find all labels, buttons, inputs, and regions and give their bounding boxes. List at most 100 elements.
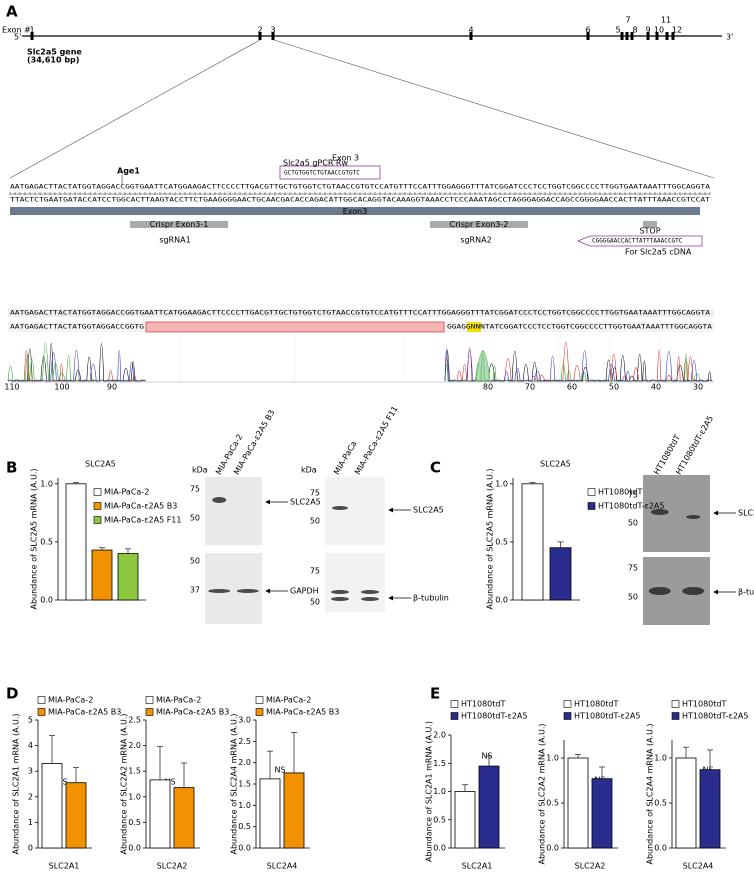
trace-tick: 90 [107, 383, 117, 392]
y-tick-label: 0.0 [238, 844, 251, 853]
x-axis-label: SLC2A1 [49, 862, 80, 871]
deletion-box [145, 321, 445, 333]
panel-label: B [6, 459, 17, 477]
bar [675, 757, 697, 849]
legend-label: HT1080tdT [682, 700, 726, 709]
trace-tick: 80 [483, 383, 493, 392]
y-tick-label: 1.5 [128, 767, 141, 776]
exon [646, 32, 650, 40]
y-tick-label: 0.5 [495, 537, 508, 546]
crispr-label: Crispr Exon3-2 [450, 220, 509, 229]
crispr-box [130, 221, 228, 228]
stop-box [643, 221, 657, 228]
y-tick-label: 0.0 [40, 596, 53, 605]
bar [454, 791, 476, 849]
trace-tick: 100 [54, 383, 69, 392]
nnn-highlight [467, 322, 481, 332]
stop-label: STOP [639, 227, 660, 236]
trace-tick: 50 [609, 383, 619, 392]
y-tick-label: 0.0 [546, 844, 559, 853]
marker-label: 50 [628, 593, 638, 602]
exon-bar [10, 207, 700, 215]
legend-label: MIA-PaCa-2 [48, 696, 93, 705]
panel-label: D [6, 685, 18, 703]
bar [117, 553, 139, 601]
trace-tick: 30 [693, 383, 703, 392]
marker-label: 50 [310, 598, 320, 607]
exon [671, 32, 675, 40]
x-axis-label: SLC2A4 [267, 862, 298, 871]
five-prime: 5' [14, 33, 21, 42]
y-tick-label: 1.0 [238, 801, 251, 810]
y-axis-label: Abundance of SLC2A1 mRNA (A.U.) [12, 713, 21, 854]
bar [149, 779, 171, 849]
y-tick-label: 3 [28, 767, 33, 776]
y-tick-label: 0.5 [433, 815, 446, 824]
trace [7, 349, 147, 382]
target-label: β-tubulin [413, 594, 449, 603]
y-tick-label: 2.0 [433, 731, 446, 740]
y-axis-label: Abundance of SLC2A5 mRNA (A.U.) [486, 468, 495, 609]
target-label: SLC2A5 [290, 498, 321, 507]
exon-number: 7 [625, 16, 630, 25]
legend-swatch [671, 700, 680, 708]
exon-number: 8 [632, 26, 637, 35]
chart-title: SLC2A5 [85, 460, 116, 469]
y-tick-label: 0.5 [128, 818, 141, 827]
primer-label: Slc2a5 gPCR Rw [283, 159, 348, 168]
y-axis-label: Abundance of SLC2A5 mRNA (A.U.) [30, 468, 39, 609]
legend-swatch [37, 708, 46, 716]
x-axis-label: SLC2A2 [157, 862, 188, 871]
y-tick-label: 1.0 [495, 479, 508, 488]
sgrna-label: sgRNA2 [460, 236, 491, 245]
y-tick-label: 1.0 [128, 792, 141, 801]
panel-label: E [430, 685, 440, 703]
trace-tick: 40 [651, 383, 661, 392]
band [208, 589, 231, 593]
seq-edited: AATGAGACTTACTATGGTAGGACCGGTG [10, 324, 144, 331]
target-label: SLC2A5 [413, 506, 444, 515]
legend-swatch [450, 712, 459, 720]
marker-label: 50 [628, 519, 638, 528]
y-tick-label: 1 [28, 818, 33, 827]
y-tick-label: 0.5 [238, 822, 251, 831]
y-tick-label: 0.5 [654, 799, 667, 808]
lane-label: MIA-PaCa-ε2A5 F11 [353, 405, 400, 477]
exon-hash: Exon # [2, 26, 31, 35]
kda-label: kDa [301, 466, 317, 475]
exon [271, 32, 275, 40]
marker-label: 75 [190, 485, 200, 494]
y-tick-label: 4 [28, 741, 33, 750]
bar [65, 782, 87, 849]
y-axis-label: Abundance of SLC2A2 mRNA (A.U.) [538, 723, 547, 864]
band [682, 587, 705, 595]
exon-number: 6 [585, 26, 590, 35]
blot [325, 477, 385, 545]
panel-label: A [6, 3, 18, 21]
bar [41, 763, 63, 849]
legend-label: HT1080tdT-ε2A5 [682, 712, 749, 721]
gene-length: (34,610 bp) [27, 56, 79, 65]
bar [173, 787, 195, 849]
primer: GCTGTGGTCTGTAACCGTGTC [284, 170, 360, 177]
gene-name: Slc2a5 gene [27, 48, 82, 57]
exon-number: 5 [615, 26, 620, 35]
y-tick-label: 1.0 [546, 754, 559, 763]
x-axis-label: SLC2A4 [683, 862, 714, 871]
exon-bar-label: Exon3 [343, 207, 368, 216]
primer-box [279, 165, 381, 180]
legend-label: MIA-PaCa-2 [266, 696, 311, 705]
exon-number: 3 [270, 26, 275, 35]
legend-label: MIA-PaCa-2 [156, 696, 201, 705]
exon-number: 12 [672, 26, 682, 35]
crispr-box [430, 221, 528, 228]
marker-label: 50 [190, 514, 200, 523]
sgrna-label: sgRNA1 [159, 236, 190, 245]
trace [444, 350, 712, 382]
y-tick-label: 0.5 [546, 799, 559, 808]
legend-label: HT1080tdT-ε2A5 [574, 712, 641, 721]
bar [699, 769, 721, 849]
exon-number: 4 [468, 26, 473, 35]
y-axis-label: Abundance of SLC2A2 mRNA (A.U.) [120, 713, 129, 854]
seq-top: AATGAGACTTACTATGGTAGGACCGGTGAATTCATGGAAG… [10, 184, 711, 191]
